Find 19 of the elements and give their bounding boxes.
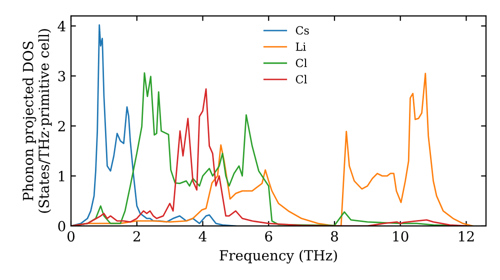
x-tick-label: 10: [393, 231, 408, 242]
line-series: [71, 24, 236, 226]
x-tick-label: 12: [459, 231, 474, 242]
legend-label: Cl: [296, 74, 307, 84]
y-tick-label: 3: [58, 70, 66, 82]
x-tick-label: 2: [133, 231, 140, 242]
x-axis-title: Frequency (THz): [220, 250, 337, 264]
x-tick-label: 8: [331, 231, 338, 242]
legend-label: Cs: [296, 26, 309, 35]
y-tick-label: 1: [58, 170, 64, 182]
x-tick-label: 0: [67, 231, 74, 242]
legend-label: Li: [296, 42, 306, 51]
x-tick-label: 4: [198, 231, 206, 242]
x-tick-label: 6: [265, 231, 272, 242]
y-tick-label: 0: [58, 220, 66, 232]
legend-label: Cl: [296, 58, 307, 68]
y-tick-label: 4: [58, 20, 66, 32]
y-axis-title: Phonon projected DOS (States/THz·primitive cell): [22, 29, 52, 213]
y-tick-label: 2: [58, 120, 65, 132]
